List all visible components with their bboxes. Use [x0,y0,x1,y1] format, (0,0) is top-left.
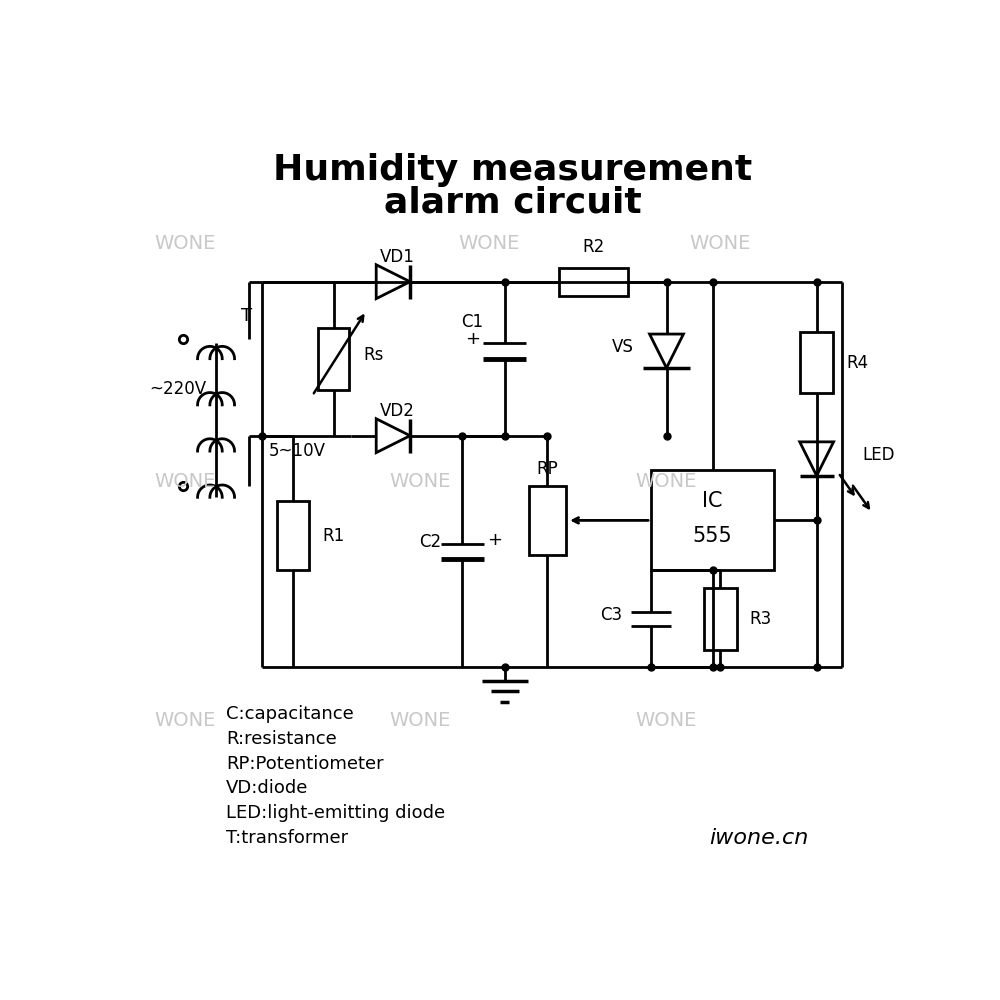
Text: +: + [465,330,480,348]
Text: T: T [241,307,252,325]
Text: LED:light-emitting diode: LED:light-emitting diode [226,804,445,822]
Text: Rs: Rs [363,346,383,364]
Text: WONE: WONE [155,711,216,730]
Text: C3: C3 [600,606,622,624]
Text: ~220V: ~220V [149,380,206,398]
Text: WONE: WONE [690,234,751,253]
Text: WONE: WONE [389,711,451,730]
Bar [704,588,737,650]
Bar [277,501,309,570]
Text: VS: VS [612,338,634,356]
Text: 5~10V: 5~10V [268,442,325,460]
Text: T:transformer: T:transformer [226,829,348,847]
Bar [318,328,349,389]
Bar [529,486,566,555]
Text: R3: R3 [750,610,772,628]
Text: iwone.cn: iwone.cn [709,828,809,848]
Text: +: + [487,531,502,549]
Text: IC: IC [702,491,723,511]
Text: WONE: WONE [155,472,216,491]
Text: VD2: VD2 [380,402,414,420]
Text: R2: R2 [582,238,604,256]
Text: RP: RP [536,460,558,478]
Bar [800,332,833,393]
Text: WONE: WONE [389,472,451,491]
Text: R:resistance: R:resistance [226,730,337,748]
Text: C1: C1 [461,313,484,331]
Bar [559,268,628,296]
Text: VD:diode: VD:diode [226,779,308,797]
Text: WONE: WONE [636,472,697,491]
Text: 555: 555 [693,526,733,546]
Text: WONE: WONE [636,711,697,730]
Text: R4: R4 [846,354,868,372]
Text: C:capacitance: C:capacitance [226,705,354,723]
Text: WONE: WONE [459,234,520,253]
Text: RP:Potentiometer: RP:Potentiometer [226,755,384,773]
Text: R1: R1 [322,527,345,545]
Bar [651,470,774,570]
Text: alarm circuit: alarm circuit [384,185,641,219]
Text: LED: LED [863,446,895,464]
Text: C2: C2 [419,533,441,551]
Text: Humidity measurement: Humidity measurement [273,153,752,187]
Text: VD1: VD1 [380,248,414,266]
Text: WONE: WONE [155,234,216,253]
